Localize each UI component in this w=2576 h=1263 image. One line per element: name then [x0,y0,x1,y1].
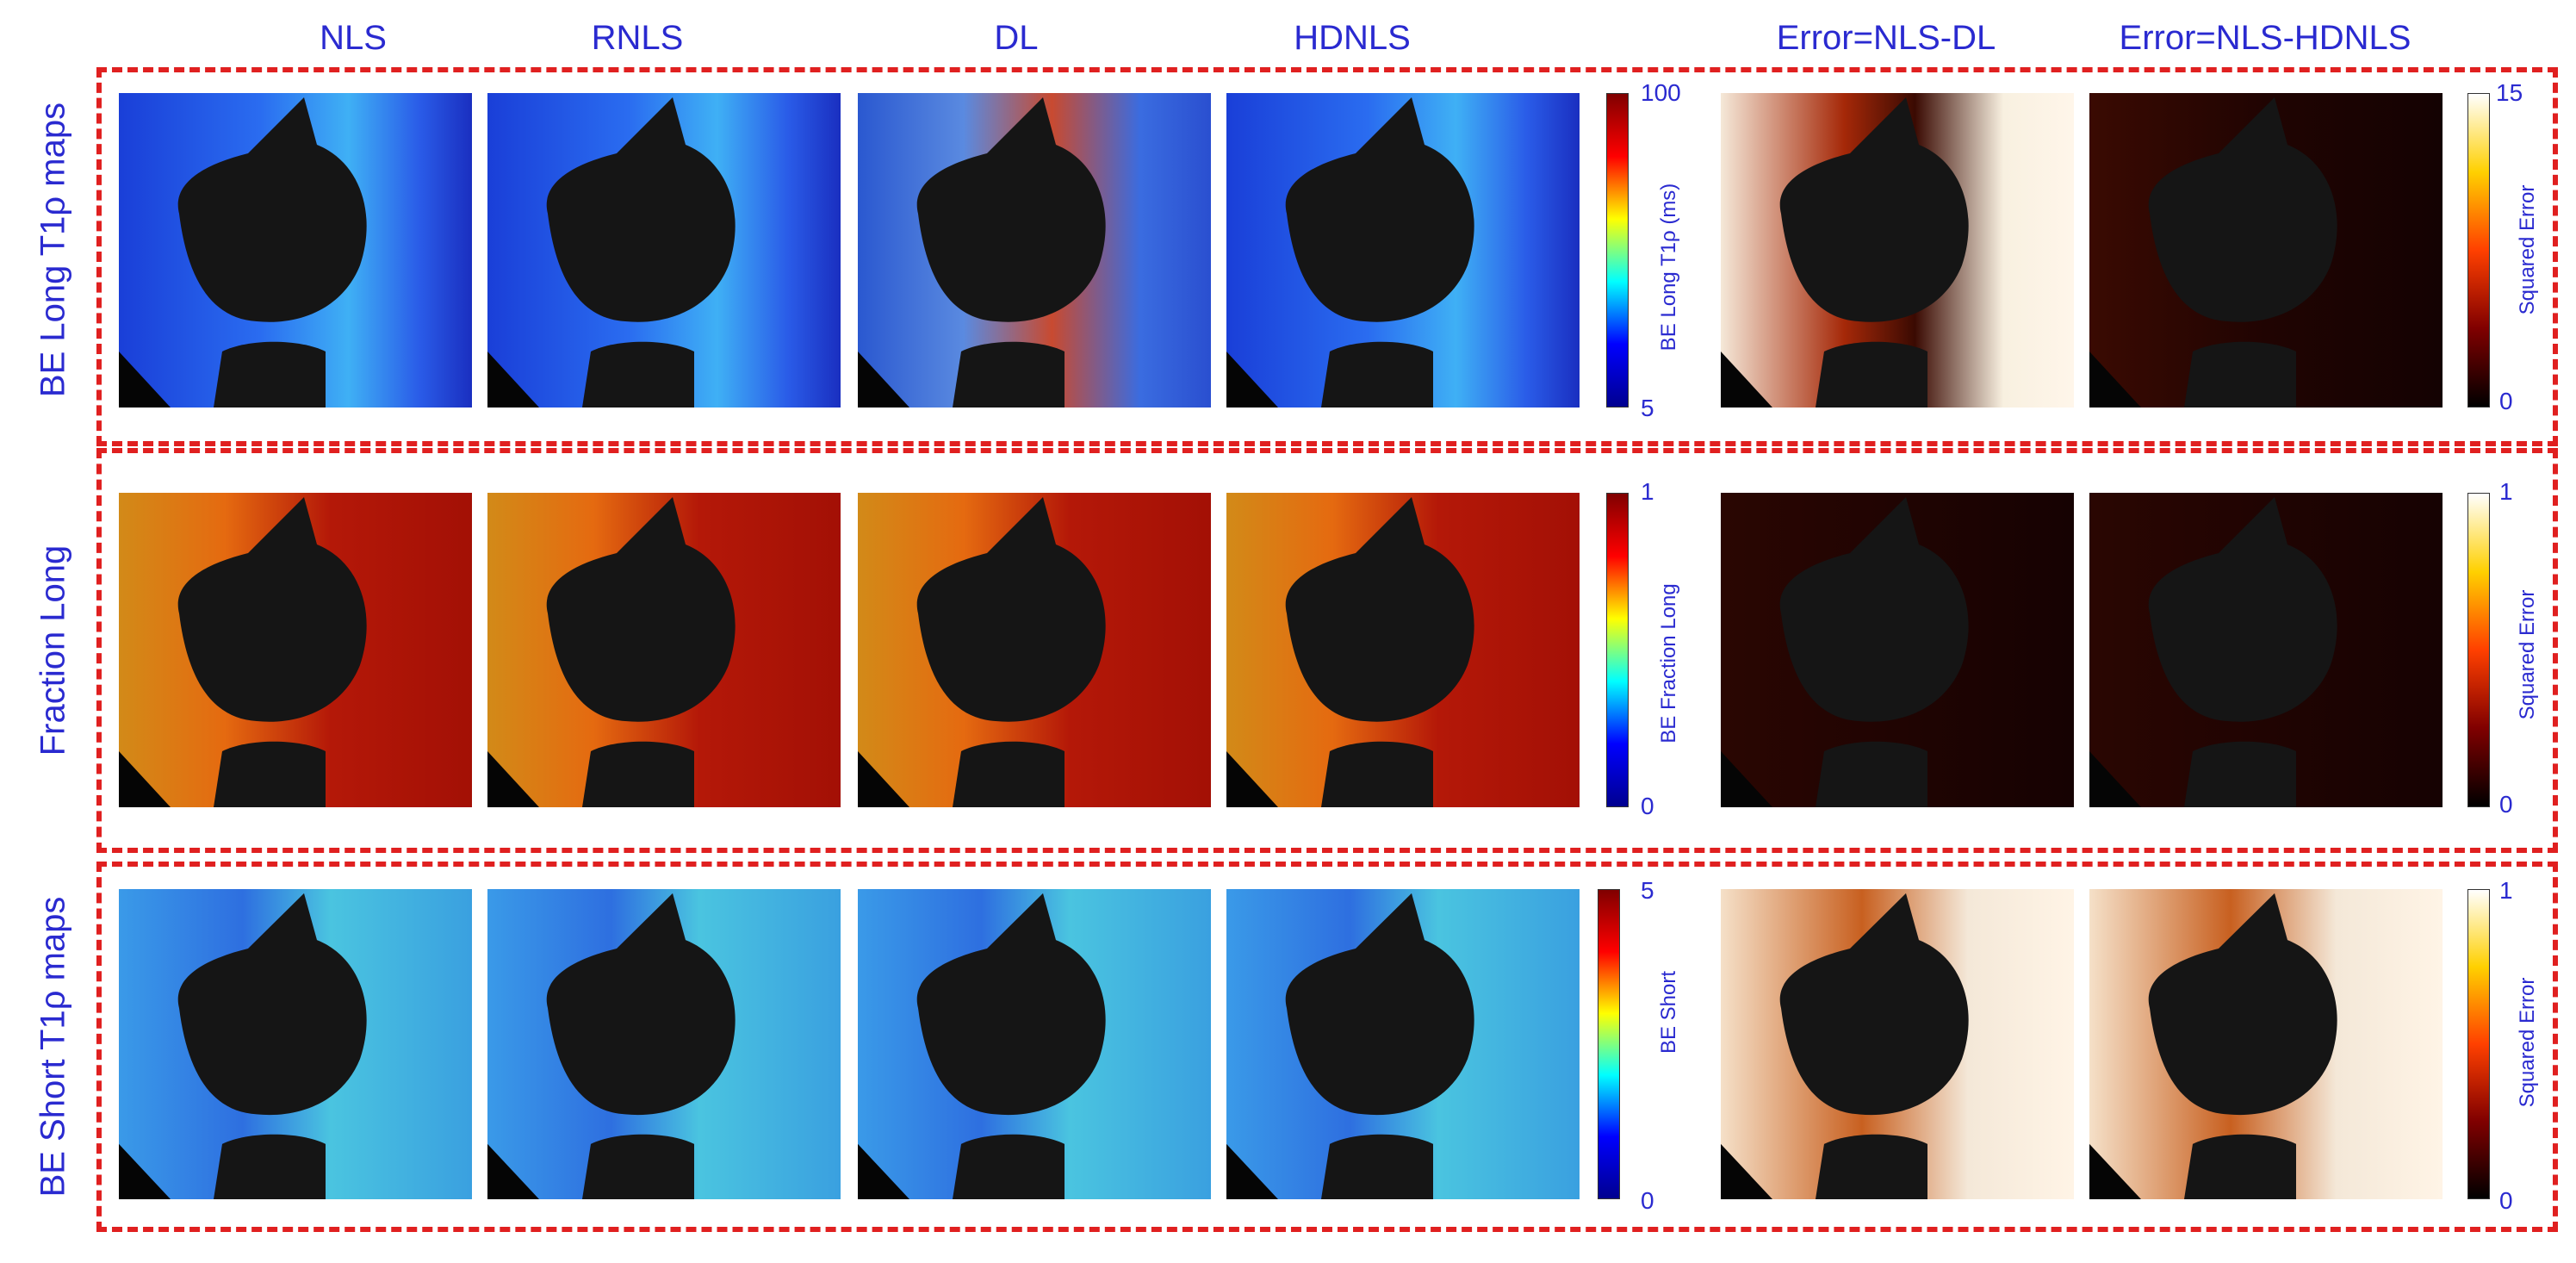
colorbar-map-row2 [1606,493,1629,807]
column-header-dl: DL [994,19,1039,57]
image-panel-row2-hdnls [1226,493,1580,807]
colorbar-error-row2 [2467,493,2490,807]
colorbar-error-row2-min: 0 [2499,791,2513,818]
column-header-nls: NLS [320,19,387,57]
image-panel-row3-dl [858,889,1211,1199]
colorbar-map-row3 [1598,889,1620,1199]
colorbar-map-row3-min: 0 [1641,1187,1654,1214]
column-header-error-nls-dl: Error=NLS-DL [1776,19,1996,57]
colorbar-map-row1-min: 5 [1641,395,1654,421]
image-panel-row2-error-nls-hdnls [2089,493,2443,807]
colorbar-map-row3-max: 5 [1641,877,1654,904]
colorbar-error-row3-max: 1 [2499,877,2513,904]
image-panel-row1-error-nls-dl [1721,93,2074,408]
row-label-2: Fraction Long [34,544,72,756]
colorbar-map-row3-label: BE Short [1657,970,1680,1055]
colorbar-error-row3-min: 0 [2499,1187,2513,1214]
colorbar-map-row2-min: 0 [1641,793,1654,819]
image-panel-row1-hdnls [1226,93,1580,408]
colorbar-error-row1-label: Squared Error [2516,184,2539,315]
column-header-hdnls: HDNLS [1294,19,1411,57]
colorbar-error-row3 [2467,889,2490,1199]
image-panel-row1-rnls [487,93,841,408]
colorbar-error-row1-max: 15 [2496,79,2523,106]
column-header-error-nls-hdnls: Error=NLS-HDNLS [2119,19,2412,57]
column-header-rnls: RNLS [591,19,684,57]
image-panel-row2-error-nls-dl [1721,493,2074,807]
colorbar-error-row2-label: Squared Error [2516,589,2539,720]
row-frame-2 [96,448,2558,853]
image-panel-row3-hdnls [1226,889,1580,1199]
colorbar-map-row1-max: 100 [1641,79,1681,106]
image-panel-row1-error-nls-hdnls [2089,93,2443,408]
image-panel-row2-dl [858,493,1211,807]
row-label-1: BE Long T1ρ maps [34,102,72,398]
colorbar-map-row2-label: BE Fraction Long [1657,583,1680,743]
colorbar-error-row1 [2467,93,2490,408]
colorbar-error-row3-label: Squared Error [2516,977,2539,1108]
image-panel-row1-dl [858,93,1211,408]
row-frame-1 [96,67,2558,446]
colorbar-map-row1 [1606,93,1629,408]
colorbar-error-row2-max: 1 [2499,478,2513,505]
colorbar-error-row1-min: 0 [2499,388,2513,414]
image-panel-row3-error-nls-dl [1721,889,2074,1199]
colorbar-map-row1-label: BE Long T1ρ (ms) [1657,183,1680,352]
image-panel-row2-nls [119,493,472,807]
image-panel-row3-rnls [487,889,841,1199]
row-frame-3 [96,862,2558,1232]
row-label-3: BE Short T1ρ maps [34,896,72,1198]
image-panel-row3-error-nls-hdnls [2089,889,2443,1199]
image-panel-row2-rnls [487,493,841,807]
image-panel-row3-nls [119,889,472,1199]
image-panel-row1-nls [119,93,472,408]
colorbar-map-row2-max: 1 [1641,478,1654,505]
